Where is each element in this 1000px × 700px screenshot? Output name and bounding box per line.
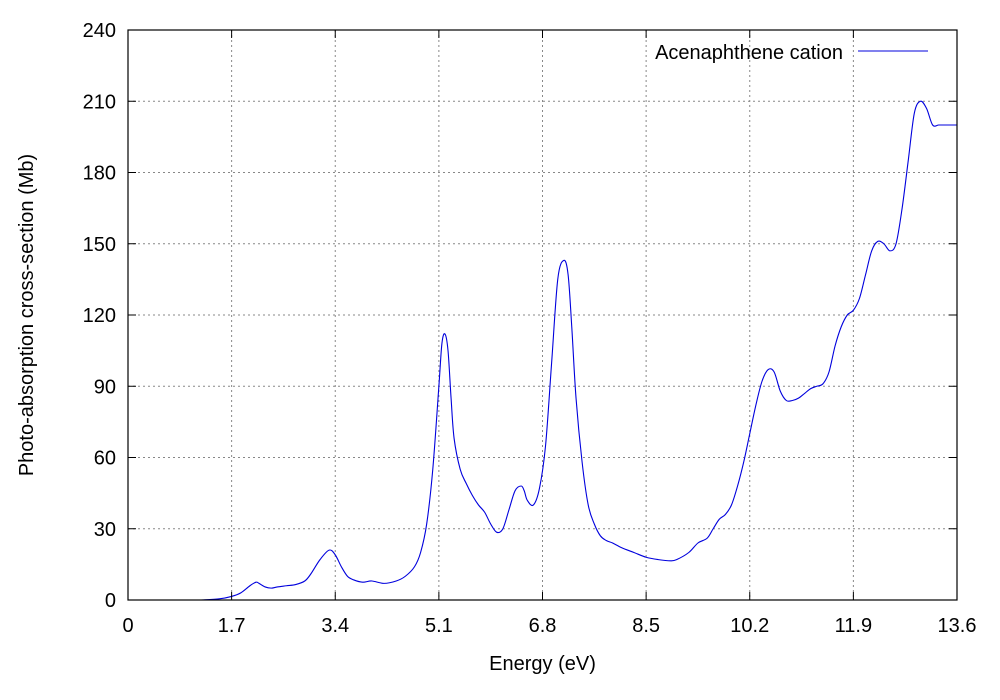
x-tick-label: 11.9	[835, 615, 872, 637]
x-tick-label: 5.1	[425, 615, 453, 637]
y-tick-label: 210	[83, 91, 116, 113]
y-tick-label: 240	[83, 20, 116, 42]
y-tick-label: 60	[94, 448, 116, 470]
x-tick-label: 8.5	[632, 615, 660, 637]
x-tick-label: 10.2	[730, 615, 769, 637]
y-tick-label: 150	[83, 234, 116, 256]
y-tick-label: 90	[94, 376, 116, 398]
x-tick-label: 3.4	[321, 615, 349, 637]
series-layer	[201, 100, 957, 601]
y-tick-label: 30	[94, 519, 116, 541]
legend: Acenaphthene cation	[655, 42, 928, 64]
x-tick-label: 0	[122, 615, 133, 637]
y-axis-title: Photo-absorption cross-section (Mb)	[16, 154, 38, 476]
x-tick-label: 1.7	[218, 615, 246, 637]
x-tick-label: 13.6	[938, 615, 977, 637]
y-tick-label: 120	[83, 305, 116, 327]
x-axis-title: Energy (eV)	[489, 653, 596, 675]
legend-label: Acenaphthene cation	[655, 42, 843, 64]
y-tick-label: 180	[83, 163, 116, 185]
x-tick-label: 6.8	[529, 615, 557, 637]
grid	[128, 30, 957, 600]
series-line	[201, 100, 957, 601]
ticks: 0 1.7 3.4 5.1 6.8 8.5 10.2 11.9 13.6 0 30 60 90 120 15…	[83, 20, 977, 637]
y-tick-label: 0	[105, 590, 116, 612]
